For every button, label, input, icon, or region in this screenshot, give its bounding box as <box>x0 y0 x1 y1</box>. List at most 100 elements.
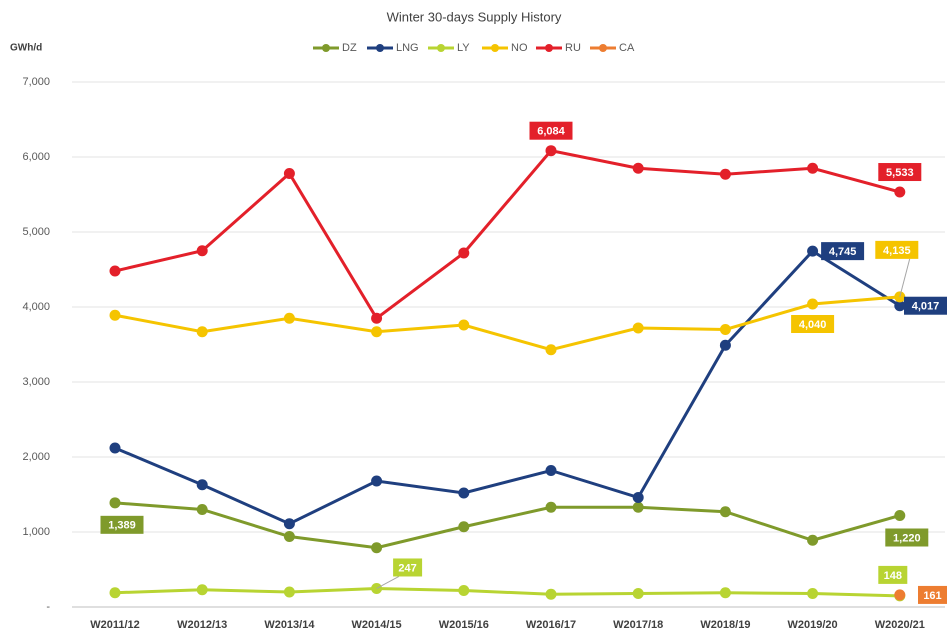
series-line <box>114 501 901 550</box>
value-label: 6,084 <box>537 126 565 138</box>
data-point <box>894 186 906 198</box>
y-tick-label: 7,000 <box>22 76 50 88</box>
series-line <box>114 586 900 598</box>
data-point <box>458 487 470 499</box>
value-label-box <box>904 296 947 315</box>
data-point <box>632 501 644 513</box>
legend-marker <box>545 44 553 52</box>
data-point <box>458 319 470 331</box>
y-tick-label: 1,000 <box>22 526 50 538</box>
legend-marker <box>376 44 384 52</box>
x-tick-label: W2019/20 <box>788 619 838 631</box>
legend-marker <box>322 44 330 52</box>
data-point <box>283 168 295 179</box>
data-point <box>545 145 557 157</box>
leader-line <box>899 258 911 298</box>
value-label: 4,040 <box>799 319 827 331</box>
leader-line <box>376 576 400 589</box>
data-point <box>545 588 557 600</box>
legend-label: CA <box>619 42 635 54</box>
data-point <box>632 588 644 599</box>
data-point <box>719 506 731 518</box>
chart-title: Winter 30-days Supply History <box>387 9 562 24</box>
data-point <box>371 542 383 554</box>
x-tick-label: W2015/16 <box>439 619 489 631</box>
value-label: 161 <box>923 590 941 602</box>
data-point <box>196 479 208 491</box>
data-point <box>283 586 295 598</box>
data-point <box>719 587 731 599</box>
data-point <box>283 312 295 324</box>
legend-marker <box>437 44 445 52</box>
y-tick-label: 2,000 <box>22 451 50 463</box>
value-label-box <box>529 121 573 140</box>
data-point <box>283 518 295 530</box>
y-tick-label: 6,000 <box>22 151 50 163</box>
value-label-box <box>875 240 919 259</box>
data-point <box>719 168 731 180</box>
data-point <box>196 584 208 596</box>
legend-marker <box>599 44 607 52</box>
data-point <box>109 442 121 454</box>
x-tick-label: W2018/19 <box>700 619 750 631</box>
data-point <box>109 497 121 509</box>
data-point <box>894 510 906 521</box>
value-label-box <box>878 565 908 584</box>
legend-marker <box>491 44 499 52</box>
data-point <box>458 521 470 533</box>
legend-label: LY <box>457 42 470 54</box>
value-label: 148 <box>884 570 902 582</box>
x-tick-label: W2017/18 <box>613 619 663 631</box>
data-point <box>196 245 208 257</box>
data-point <box>632 492 644 503</box>
data-point <box>196 504 208 515</box>
y-axis-unit: GWh/d <box>10 43 42 54</box>
data-point <box>807 162 819 174</box>
value-label: 1,220 <box>893 532 921 544</box>
y-tick-label: 3,000 <box>22 376 50 388</box>
data-point <box>545 501 557 513</box>
x-tick-label: W2013/14 <box>264 619 315 631</box>
legend-label: LNG <box>396 42 419 54</box>
legend-label: DZ <box>342 42 357 54</box>
value-label: 1,389 <box>108 520 136 532</box>
data-point <box>894 589 906 601</box>
legend-label: NO <box>511 42 528 54</box>
data-point <box>109 265 121 277</box>
data-point <box>283 531 295 542</box>
data-point <box>807 245 819 257</box>
value-label: 247 <box>398 562 416 574</box>
data-point <box>719 324 731 335</box>
value-label: 4,745 <box>829 246 857 258</box>
data-point <box>719 339 731 351</box>
y-tick-label: 5,000 <box>22 226 50 238</box>
data-point <box>632 162 644 174</box>
data-point <box>371 326 383 338</box>
y-tick-label: - <box>46 601 50 613</box>
data-point <box>371 475 383 487</box>
x-tick-label: W2011/12 <box>90 619 140 631</box>
x-tick-label: W2014/15 <box>352 619 402 631</box>
data-point <box>109 587 121 599</box>
data-point <box>458 247 470 259</box>
data-point <box>807 534 819 546</box>
value-label-box <box>918 585 947 604</box>
data-point <box>109 309 121 321</box>
series-line <box>114 249 901 526</box>
x-tick-label: W2012/13 <box>177 619 227 631</box>
x-tick-label: W2016/17 <box>526 619 576 631</box>
data-point <box>545 344 557 356</box>
value-label-box <box>100 515 144 534</box>
data-point <box>458 585 470 596</box>
data-point <box>807 298 819 310</box>
x-tick-label: W2020/21 <box>875 619 925 631</box>
value-label: 4,017 <box>912 301 940 313</box>
y-tick-label: 4,000 <box>22 301 50 313</box>
data-point <box>371 312 383 324</box>
data-point <box>545 465 557 476</box>
value-label-box <box>885 528 929 547</box>
data-point <box>807 588 819 599</box>
value-label: 5,533 <box>886 167 914 179</box>
data-point <box>894 300 906 312</box>
